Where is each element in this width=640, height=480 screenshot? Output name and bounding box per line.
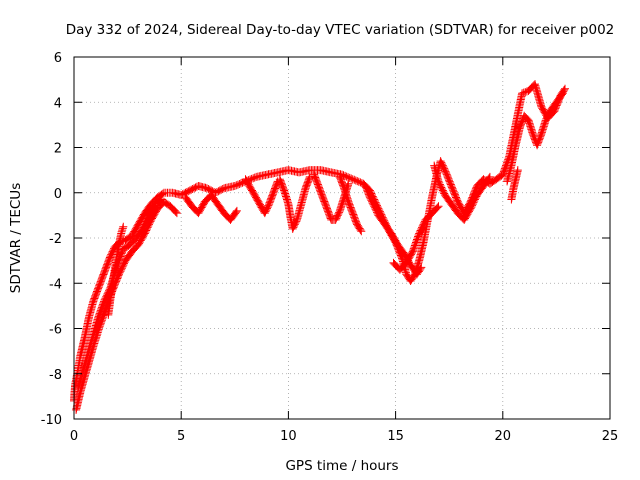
data-trace: [389, 202, 443, 274]
y-tick-label: 6: [54, 51, 62, 66]
data-trace: [503, 89, 567, 186]
x-tick-label: 15: [387, 429, 404, 444]
y-tick-label: 4: [54, 96, 62, 111]
x-tick-label: 25: [602, 429, 619, 444]
data-trace: [507, 166, 522, 204]
data-trace: [275, 172, 314, 233]
y-tick-label: 2: [54, 142, 62, 157]
chart-title: Day 332 of 2024, Sidereal Day-to-day VTE…: [66, 22, 615, 38]
data-trace: [104, 222, 128, 319]
y-tick-label: -8: [49, 368, 62, 383]
y-tick-label: -6: [49, 323, 62, 338]
y-tick-label: 0: [54, 187, 62, 202]
data-trace: [335, 172, 366, 236]
y-tick-label: -4: [49, 277, 62, 292]
x-tick-label: 10: [280, 429, 297, 444]
x-tick-label: 5: [177, 429, 185, 444]
y-axis-title: SDTVAR / TECUs: [8, 183, 24, 293]
y-tick-label: -10: [41, 413, 62, 428]
x-axis-title: GPS time / hours: [285, 458, 398, 474]
y-tick-label: -2: [49, 232, 62, 247]
data-trace: [241, 175, 282, 218]
x-tick-label: 0: [70, 429, 78, 444]
data-trace: [430, 161, 494, 224]
x-tick-label: 20: [495, 429, 512, 444]
data-trace: [181, 191, 241, 224]
axes: 0 5 10 15 20 25 -10 -8 -6 -4 -2 0 2 4 6: [41, 51, 619, 444]
